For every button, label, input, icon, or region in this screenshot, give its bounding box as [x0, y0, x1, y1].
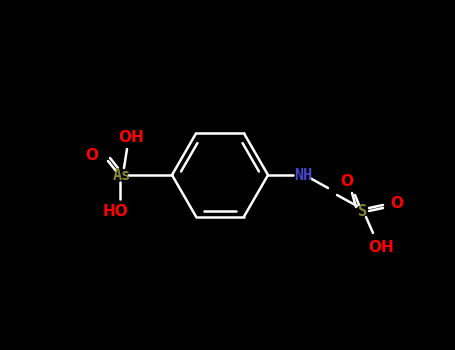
Text: HO: HO: [103, 203, 129, 218]
Text: O: O: [86, 147, 98, 162]
Text: O: O: [340, 174, 354, 189]
Text: O: O: [390, 196, 404, 210]
Text: S: S: [359, 203, 368, 218]
Text: As: As: [113, 168, 131, 182]
Text: OH: OH: [118, 130, 144, 145]
Text: OH: OH: [368, 239, 394, 254]
Text: NH: NH: [294, 168, 312, 182]
